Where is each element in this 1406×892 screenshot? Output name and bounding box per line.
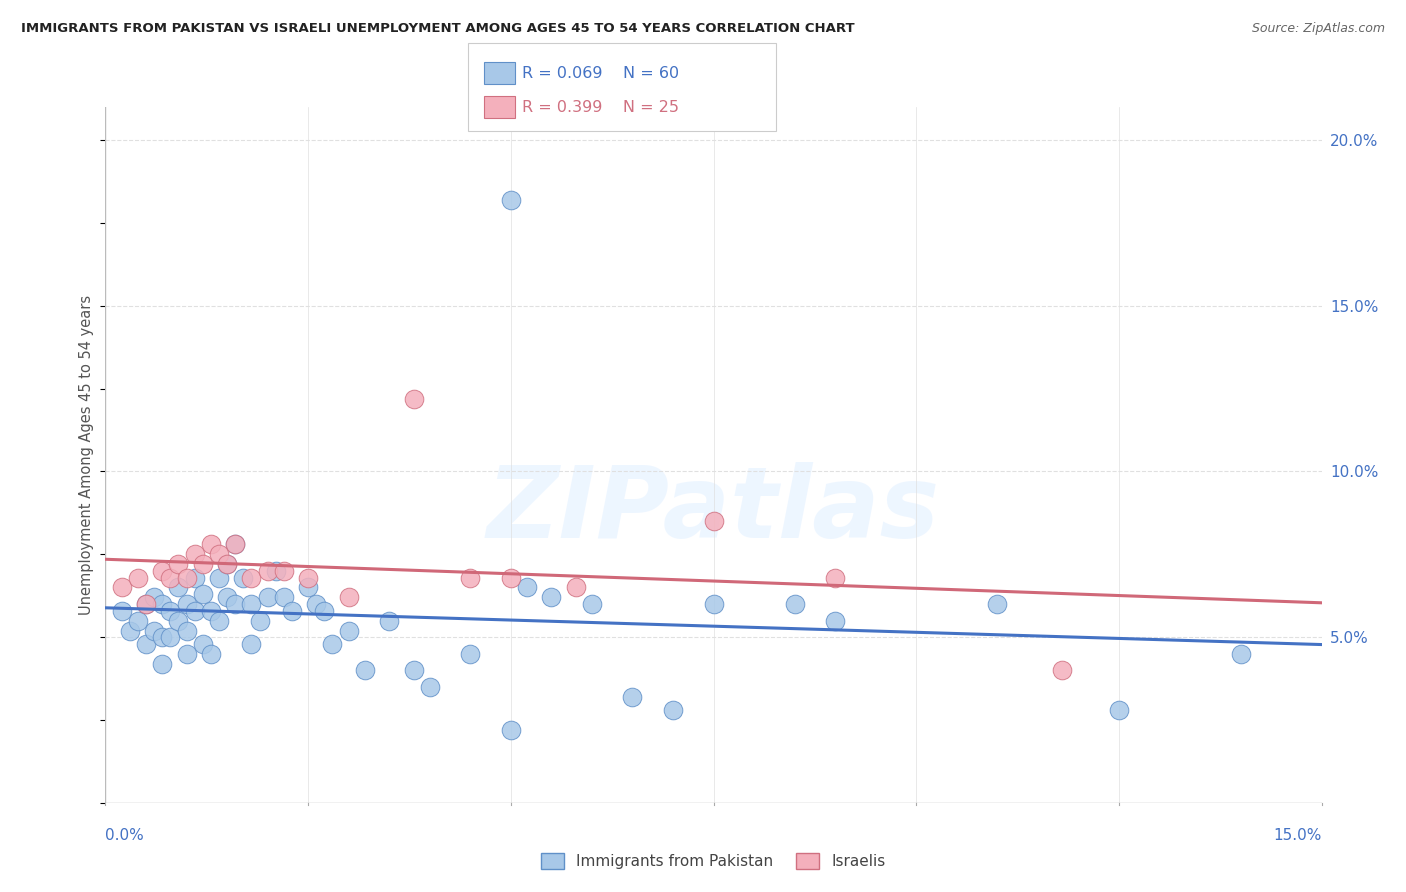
Point: [200, 537, 222, 551]
Point: [540, 591, 562, 605]
Point: [621, 690, 644, 704]
Point: [264, 564, 287, 578]
Point: [208, 614, 231, 628]
Point: [208, 547, 231, 561]
Point: [159, 570, 181, 584]
Point: [217, 558, 239, 572]
Point: [224, 537, 246, 551]
Point: [256, 591, 278, 605]
Point: [167, 558, 190, 572]
Point: [240, 637, 263, 651]
Point: [662, 703, 685, 717]
Point: [224, 597, 246, 611]
Point: [143, 624, 166, 638]
Point: [986, 597, 1008, 611]
Point: [159, 604, 181, 618]
Point: [1108, 703, 1130, 717]
Text: IMMIGRANTS FROM PAKISTAN VS ISRAELI UNEMPLOYMENT AMONG AGES 45 TO 54 YEARS CORRE: IMMIGRANTS FROM PAKISTAN VS ISRAELI UNEM…: [21, 22, 855, 36]
Text: R = 0.399    N = 25: R = 0.399 N = 25: [522, 100, 679, 114]
Point: [191, 587, 214, 601]
Text: ZIPatlas: ZIPatlas: [486, 462, 941, 559]
Point: [297, 570, 319, 584]
Text: R = 0.069    N = 60: R = 0.069 N = 60: [522, 66, 679, 80]
Point: [159, 630, 181, 644]
Point: [337, 591, 360, 605]
Point: [111, 604, 134, 618]
Point: [314, 604, 336, 618]
Point: [256, 564, 278, 578]
Point: [354, 663, 377, 677]
Text: 15.0%: 15.0%: [1274, 829, 1322, 843]
Point: [150, 657, 173, 671]
Point: [499, 723, 522, 737]
Point: [1050, 663, 1073, 677]
Point: [281, 604, 304, 618]
Point: [135, 597, 157, 611]
Text: Source: ZipAtlas.com: Source: ZipAtlas.com: [1251, 22, 1385, 36]
Point: [499, 570, 522, 584]
Point: [127, 570, 149, 584]
Point: [273, 591, 295, 605]
Point: [249, 614, 271, 628]
Point: [167, 614, 190, 628]
Point: [458, 570, 481, 584]
Point: [127, 614, 149, 628]
Point: [499, 193, 522, 207]
Point: [150, 597, 173, 611]
Point: [183, 604, 205, 618]
Point: [217, 591, 239, 605]
Point: [150, 630, 173, 644]
Point: [191, 637, 214, 651]
Point: [516, 581, 538, 595]
Point: [783, 597, 806, 611]
Point: [378, 614, 401, 628]
Point: [191, 558, 214, 572]
Point: [337, 624, 360, 638]
Point: [135, 637, 157, 651]
Point: [402, 663, 425, 677]
Point: [581, 597, 603, 611]
Point: [208, 570, 231, 584]
Point: [419, 680, 441, 694]
Point: [143, 591, 166, 605]
Text: 0.0%: 0.0%: [105, 829, 145, 843]
Point: [176, 597, 198, 611]
Point: [564, 581, 586, 595]
Point: [167, 581, 190, 595]
Point: [702, 597, 725, 611]
Point: [321, 637, 343, 651]
Point: [200, 647, 222, 661]
Point: [200, 604, 222, 618]
Point: [111, 581, 134, 595]
Point: [240, 570, 263, 584]
Point: [217, 558, 239, 572]
Point: [1229, 647, 1251, 661]
Point: [232, 570, 254, 584]
Y-axis label: Unemployment Among Ages 45 to 54 years: Unemployment Among Ages 45 to 54 years: [79, 295, 94, 615]
Point: [118, 624, 141, 638]
Point: [824, 614, 846, 628]
Point: [224, 537, 246, 551]
Point: [824, 570, 846, 584]
Point: [402, 392, 425, 406]
Point: [176, 624, 198, 638]
Point: [183, 547, 205, 561]
Point: [297, 581, 319, 595]
Point: [273, 564, 295, 578]
Point: [135, 597, 157, 611]
Point: [458, 647, 481, 661]
Point: [150, 564, 173, 578]
Point: [305, 597, 328, 611]
Point: [176, 570, 198, 584]
Legend: Immigrants from Pakistan, Israelis: Immigrants from Pakistan, Israelis: [536, 847, 891, 875]
Point: [702, 514, 725, 528]
Point: [176, 647, 198, 661]
Point: [183, 570, 205, 584]
Point: [240, 597, 263, 611]
